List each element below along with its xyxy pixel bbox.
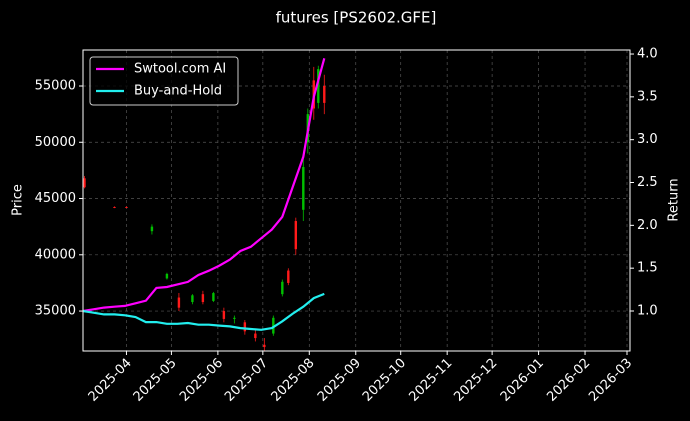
y-tick-label: 50000 <box>35 135 76 150</box>
candle-body <box>83 178 86 188</box>
y-tick-label: 55000 <box>35 79 76 94</box>
y2-tick-label: 4.0 <box>637 47 658 62</box>
y2-tick-label: 1.5 <box>637 261 658 276</box>
candle-body <box>302 167 305 210</box>
chart-title: futures [PS2602.GFE] <box>276 9 437 27</box>
candle-body <box>113 206 116 208</box>
candle-body <box>125 206 128 208</box>
candle-body <box>323 86 326 103</box>
return-line <box>82 58 326 313</box>
legend-label: Swtool.com AI <box>134 62 226 77</box>
candle-body <box>212 293 215 301</box>
candle-body <box>263 344 266 348</box>
candle-body <box>165 273 169 279</box>
candle-body <box>294 221 298 250</box>
y2-tick-label: 2.0 <box>637 218 658 233</box>
candle-body <box>150 226 154 232</box>
candle-body <box>233 317 236 319</box>
y-tick-label: 40000 <box>35 247 76 262</box>
return-line <box>82 292 325 331</box>
y2-tick-label: 3.5 <box>637 89 658 104</box>
y2-tick-label: 3.0 <box>637 132 658 147</box>
candle-body <box>254 333 257 339</box>
candle-body <box>177 297 181 308</box>
y-tick-label: 45000 <box>35 191 76 206</box>
y2-tick-label: 2.5 <box>637 175 658 190</box>
legend-box <box>89 56 239 106</box>
candle-body <box>243 322 247 332</box>
y2-tick-label: 1.0 <box>637 303 658 318</box>
plot-frame <box>82 49 631 352</box>
legend-label: Buy-and-Hold <box>134 84 222 99</box>
candle-body <box>272 317 275 334</box>
candle-body <box>191 295 194 303</box>
y2-axis-label: Return <box>667 178 682 221</box>
y-axis-label: Price <box>11 184 26 216</box>
candle-body <box>281 281 284 295</box>
candle-body <box>317 69 320 103</box>
candle-body <box>287 270 290 283</box>
y-tick-label: 35000 <box>35 304 76 319</box>
candle-body <box>222 311 226 319</box>
candle-body <box>201 294 205 303</box>
